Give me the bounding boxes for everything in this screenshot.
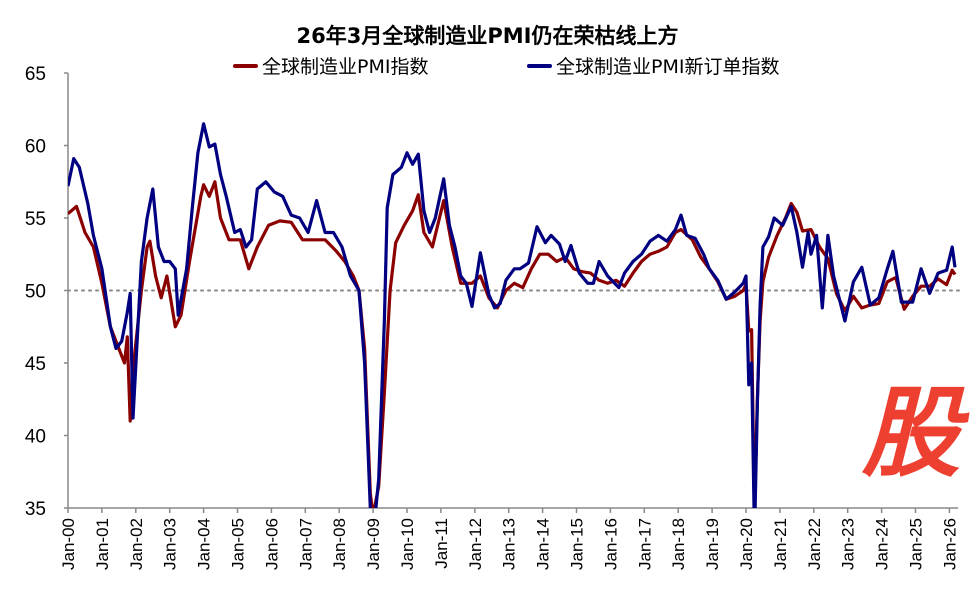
x-tick-label: Jan-11: [432, 518, 451, 569]
series-line-pmi: [68, 180, 957, 508]
x-tick-label: Jan-13: [500, 518, 519, 570]
x-tick-label: Jan-16: [601, 518, 620, 570]
x-tick-label: Jan-18: [669, 518, 688, 570]
x-tick-label: Jan-06: [262, 518, 281, 570]
x-tick-label: Jan-22: [805, 518, 824, 570]
x-tick-label: Jan-02: [127, 518, 146, 570]
legend-item-new-orders: 全球制造业PMI新订单指数: [527, 52, 779, 79]
y-tick-label: 35: [25, 499, 46, 520]
x-tick-label: Jan-24: [873, 518, 892, 570]
legend-label-new-orders: 全球制造业PMI新订单指数: [556, 56, 780, 78]
x-tick-label: Jan-09: [364, 518, 383, 570]
x-tick-label: Jan-21: [771, 518, 790, 570]
x-tick-label: Jan-08: [330, 518, 349, 570]
x-tick-label: Jan-07: [296, 518, 315, 570]
x-tick-label: Jan-23: [839, 518, 858, 570]
x-tick-label: Jan-03: [161, 518, 180, 570]
x-tick-label: Jan-15: [568, 518, 587, 570]
y-tick-label: 60: [25, 137, 46, 158]
x-tick-label: Jan-00: [59, 518, 78, 570]
x-tick-label: Jan-19: [703, 518, 722, 570]
x-tick-label: Jan-12: [466, 518, 485, 570]
x-tick-label: Jan-25: [907, 518, 926, 570]
y-tick-label: 55: [25, 209, 46, 230]
chart-title: 26年3月全球制造业PMI仍在荣枯线上方: [296, 24, 679, 48]
x-tick-label: Jan-17: [635, 518, 654, 570]
legend-swatch-new-orders: [527, 63, 552, 68]
x-tick-label: Jan-26: [940, 518, 959, 570]
legend-swatch-pmi: [233, 63, 258, 68]
x-tick-label: Jan-14: [534, 518, 553, 570]
series-line-new-orders: [68, 122, 957, 508]
x-tick-label: Jan-20: [737, 518, 756, 570]
watermark-logo: 股: [862, 377, 961, 491]
x-tick-label: Jan-04: [195, 518, 214, 570]
legend-item-pmi: 全球制造业PMI指数: [233, 52, 428, 79]
y-tick-label: 50: [25, 282, 46, 303]
x-tick-label: Jan-10: [398, 518, 417, 570]
x-tick-label: Jan-05: [229, 518, 248, 570]
y-tick-label: 65: [25, 64, 46, 85]
legend-label-pmi: 全球制造业PMI指数: [262, 56, 429, 78]
y-tick-label: 40: [25, 427, 46, 448]
x-tick-label: Jan-01: [93, 518, 112, 570]
y-tick-label: 45: [25, 354, 46, 375]
